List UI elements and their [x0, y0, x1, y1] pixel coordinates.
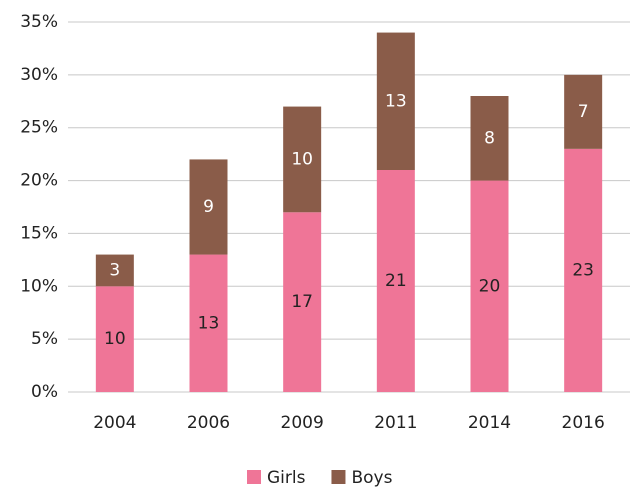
data-label: 23: [572, 260, 594, 280]
bar-segment: [189, 159, 228, 255]
bar-segment: [470, 96, 509, 181]
bar-segment: [95, 254, 134, 287]
data-label: 21: [385, 271, 407, 291]
legend-label: Girls: [267, 468, 306, 488]
bar-segment: [95, 286, 134, 392]
y-tick-label: 20%: [20, 171, 58, 191]
x-tick-label: 2016: [562, 413, 605, 433]
data-label: 10: [104, 329, 126, 349]
data-label: 20: [479, 276, 501, 296]
legend-swatch: [247, 470, 261, 484]
bar-segment: [189, 254, 228, 392]
x-tick-label: 2009: [281, 413, 324, 433]
bar-segment: [376, 170, 415, 392]
bar-segment: [564, 74, 603, 149]
x-tick-label: 2006: [187, 413, 230, 433]
y-tick-label: 10%: [20, 276, 58, 296]
bar-segment: [376, 32, 415, 171]
data-label: 13: [385, 91, 407, 111]
x-tick-label: 2004: [93, 413, 136, 433]
y-tick-label: 35%: [20, 12, 58, 32]
data-label: 9: [203, 197, 214, 217]
y-tick-label: 25%: [20, 118, 58, 138]
bar-segment: [283, 212, 322, 392]
y-tick-label: 0%: [31, 382, 58, 402]
legend-swatch: [331, 470, 346, 484]
data-label: 13: [198, 313, 220, 333]
y-tick-label: 5%: [31, 329, 58, 349]
data-label: 8: [484, 128, 495, 148]
bar-segment: [283, 106, 322, 213]
data-label: 7: [578, 102, 589, 122]
y-tick-label: 15%: [20, 223, 58, 243]
data-label: 17: [291, 292, 313, 312]
data-label: 10: [291, 149, 313, 169]
x-tick-label: 2014: [468, 413, 511, 433]
data-label: 3: [109, 260, 120, 280]
x-tick-label: 2011: [374, 413, 417, 433]
legend-label: Boys: [351, 468, 392, 488]
y-tick-label: 30%: [20, 65, 58, 85]
bar-segment: [564, 148, 603, 392]
bar-segment: [470, 180, 509, 392]
